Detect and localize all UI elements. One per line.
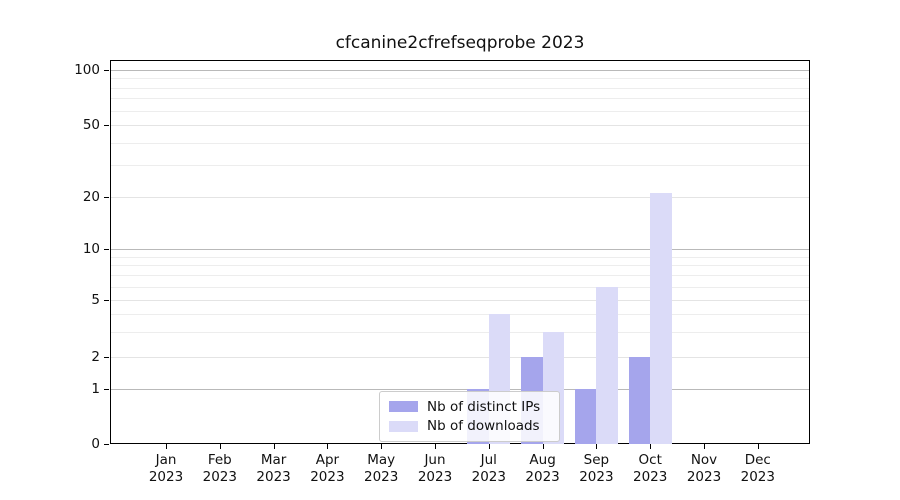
y-tick-label-2: 2 [91, 349, 100, 365]
y-gridline-10 [111, 249, 809, 250]
x-tick-year: 2023 [633, 469, 668, 485]
x-tick-feb [219, 444, 221, 449]
y-gridline-40 [111, 142, 809, 144]
x-tick-month: Nov [690, 452, 718, 468]
x-tick-year: 2023 [364, 469, 399, 485]
y-gridline-7 [111, 275, 809, 277]
x-tick-month: Sep [583, 452, 610, 468]
y-tick-label-5: 5 [91, 292, 100, 308]
x-tick-oct [650, 444, 652, 449]
y-tick-1 [104, 388, 109, 390]
x-tick-year: 2023 [740, 469, 775, 485]
y-tick-label-50: 50 [82, 117, 100, 133]
x-tick-year: 2023 [202, 469, 237, 485]
x-tick-year: 2023 [525, 469, 560, 485]
y-gridline-9 [111, 256, 809, 258]
x-tick-month: Aug [529, 452, 556, 468]
x-tick-year: 2023 [579, 469, 614, 485]
legend-row-downloads: Nb of downloads [389, 418, 551, 434]
legend-label-downloads: Nb of downloads [427, 418, 540, 435]
x-tick-dec [757, 444, 759, 449]
x-tick-year: 2023 [148, 469, 184, 485]
x-tick-label-may: May 2023 [353, 452, 409, 486]
x-tick-year: 2023 [417, 469, 453, 485]
y-tick-label-20: 20 [82, 189, 100, 205]
y-gridline-3 [111, 331, 809, 333]
x-tick-month: Jun [424, 452, 446, 468]
y-tick-label-10: 10 [82, 241, 100, 257]
y-gridline-20 [111, 197, 809, 198]
x-tick-year: 2023 [256, 469, 291, 485]
x-tick-month: Oct [638, 452, 662, 468]
x-tick-jan [166, 444, 167, 449]
bar-downloads-oct [650, 193, 672, 444]
legend-label-distinct-ips: Nb of distinct IPs [427, 398, 541, 415]
y-gridline-50 [111, 125, 809, 126]
legend: Nb of distinct IPs Nb of downloads [379, 391, 560, 442]
y-tick-2 [104, 357, 109, 358]
x-tick-year: 2023 [471, 469, 506, 485]
y-gridline-8 [111, 265, 809, 267]
x-tick-label-mar: Mar 2023 [246, 452, 302, 486]
x-tick-label-oct: Oct 2023 [622, 452, 678, 486]
x-tick-apr [327, 444, 329, 449]
y-gridline-6 [111, 286, 809, 288]
legend-row-distinct-ips: Nb of distinct IPs [389, 399, 551, 415]
x-tick-aug [542, 444, 544, 449]
bar-distinct-ips-sep [574, 388, 597, 444]
x-tick-jun [435, 444, 436, 449]
y-gridline-5 [111, 300, 809, 301]
y-gridline-30 [111, 165, 809, 167]
x-tick-label-apr: Apr 2023 [299, 452, 355, 486]
y-gridline-90 [111, 78, 809, 80]
x-tick-label-jul: Jul 2023 [461, 452, 517, 486]
bar-distinct-ips-oct [628, 357, 651, 444]
y-gridline-4 [111, 313, 809, 315]
y-tick-0 [104, 443, 109, 445]
y-tick-20 [104, 197, 109, 198]
plot-area [110, 60, 810, 444]
x-tick-may [381, 444, 383, 449]
x-tick-year: 2023 [310, 469, 345, 485]
x-tick-year: 2023 [686, 469, 722, 485]
y-gridline-60 [111, 110, 809, 112]
y-gridline-1 [111, 388, 809, 390]
chart-title: cfcanine2cfrefseqprobe 2023 [335, 33, 585, 53]
x-tick-month: Apr [315, 452, 340, 468]
y-tick-label-100: 100 [74, 62, 100, 78]
x-tick-month: Jul [480, 452, 497, 468]
y-gridline-80 [111, 87, 809, 89]
x-tick-month: Dec [744, 452, 771, 468]
x-tick-month: Feb [207, 452, 232, 468]
y-gridline-2 [111, 357, 809, 358]
y-tick-10 [104, 249, 109, 250]
y-tick-5 [104, 300, 109, 301]
x-tick-month: Jan [155, 452, 177, 468]
x-tick-mar [273, 444, 275, 449]
x-tick-jul [488, 444, 490, 449]
y-tick-label-0: 0 [91, 435, 100, 452]
y-gridline-70 [111, 98, 809, 100]
y-tick-50 [104, 125, 109, 126]
x-tick-nov [704, 444, 705, 449]
x-tick-label-feb: Feb 2023 [192, 452, 248, 486]
x-tick-label-nov: Nov 2023 [676, 452, 732, 486]
x-tick-label-sep: Sep 2023 [568, 452, 624, 486]
y-gridline-100 [111, 70, 809, 71]
y-tick-100 [104, 70, 109, 71]
legend-swatch-downloads [389, 420, 418, 432]
bar-downloads-sep [596, 286, 618, 444]
x-tick-month: Mar [260, 452, 287, 468]
x-tick-label-aug: Aug 2023 [515, 452, 571, 486]
x-tick-label-jun: Jun 2023 [407, 452, 463, 486]
x-tick-sep [596, 444, 598, 449]
legend-swatch-distinct-ips [389, 401, 418, 413]
y-tick-label-1: 1 [91, 380, 100, 397]
x-tick-month: May [367, 452, 396, 468]
x-tick-label-dec: Dec 2023 [730, 452, 786, 486]
x-tick-label-jan: Jan 2023 [138, 452, 194, 486]
